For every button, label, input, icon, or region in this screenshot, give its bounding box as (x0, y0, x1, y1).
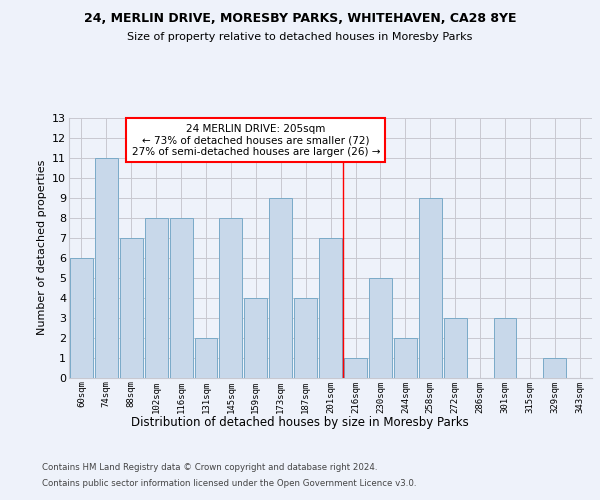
Text: Contains public sector information licensed under the Open Government Licence v3: Contains public sector information licen… (42, 478, 416, 488)
Text: Size of property relative to detached houses in Moresby Parks: Size of property relative to detached ho… (127, 32, 473, 42)
Bar (319, 238, 342, 378)
Bar (170, 218, 193, 378)
Bar (120, 238, 143, 378)
Bar (444, 318, 467, 378)
Bar (494, 318, 517, 378)
Bar (95, 158, 118, 378)
Bar (244, 298, 268, 378)
Bar (419, 198, 442, 378)
Bar (269, 198, 292, 378)
Bar (145, 218, 167, 378)
Bar (294, 298, 317, 378)
Text: 24, MERLIN DRIVE, MORESBY PARKS, WHITEHAVEN, CA28 8YE: 24, MERLIN DRIVE, MORESBY PARKS, WHITEHA… (84, 12, 516, 26)
Text: 24 MERLIN DRIVE: 205sqm
← 73% of detached houses are smaller (72)
27% of semi-de: 24 MERLIN DRIVE: 205sqm ← 73% of detache… (131, 124, 380, 156)
Bar (220, 218, 242, 378)
Bar (544, 358, 566, 378)
Text: Distribution of detached houses by size in Moresby Parks: Distribution of detached houses by size … (131, 416, 469, 429)
Bar (344, 358, 367, 378)
Bar (70, 258, 93, 378)
Text: Contains HM Land Registry data © Crown copyright and database right 2024.: Contains HM Land Registry data © Crown c… (42, 464, 377, 472)
Bar (194, 338, 217, 378)
Bar (394, 338, 417, 378)
Bar (369, 278, 392, 378)
Y-axis label: Number of detached properties: Number of detached properties (37, 160, 47, 335)
